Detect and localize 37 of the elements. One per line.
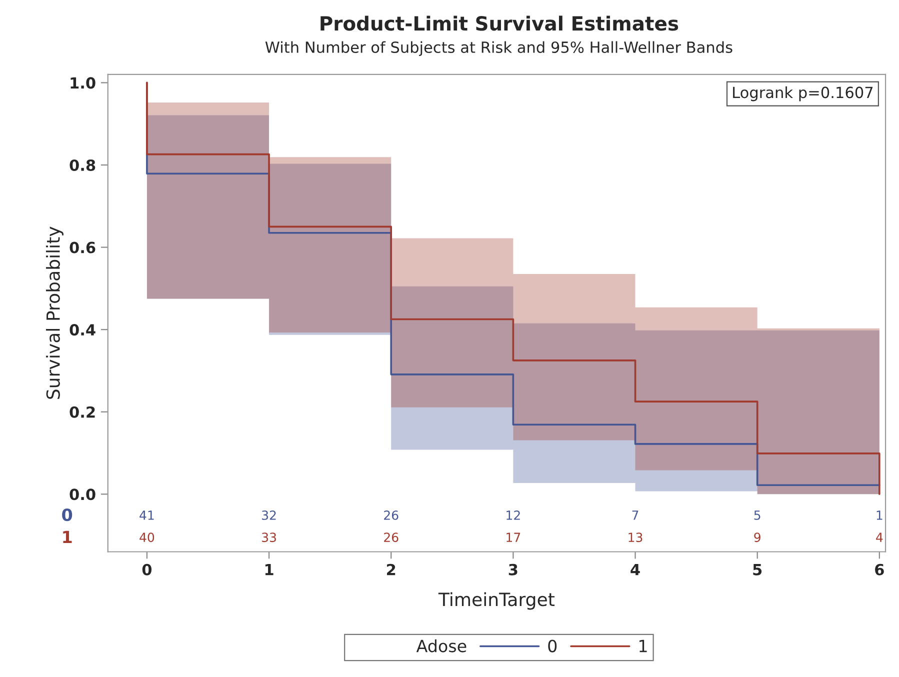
text: 0 [62, 508, 72, 522]
annotation: 4 [876, 532, 883, 542]
x-tick-label: 6 [875, 564, 884, 576]
annotation: 32 [262, 510, 276, 520]
x-tick-label: 3 [508, 564, 518, 576]
annotation: 40 [140, 532, 154, 542]
x-tick-label: 1 [265, 564, 274, 576]
x-tick-label: 2 [386, 564, 396, 576]
annotation: 9 [754, 532, 760, 542]
y-tick-label: 1.0 [70, 77, 96, 89]
annotation: Logrank p=0.1607 [733, 86, 873, 102]
annotation: 26 [384, 532, 398, 542]
y-tick-label: 0.4 [70, 324, 96, 336]
annotation: 41 [140, 510, 154, 520]
chart-subtitle: With Number of Subjects at Risk and 95% Hall-Wellner Bands [265, 41, 732, 56]
legend-label: 0 [548, 640, 557, 652]
text: 1 [63, 530, 72, 544]
x-axis-title: TimeinTarget [438, 592, 555, 610]
x-tick-label: 5 [753, 564, 762, 576]
annotation: 1 [876, 510, 882, 520]
annotation: 33 [262, 532, 276, 542]
annotation: 17 [506, 532, 520, 542]
annotation: 5 [754, 510, 760, 520]
chart-title: Product-Limit Survival Estimates [320, 16, 678, 31]
legend-label: 1 [640, 640, 647, 652]
y-tick-label: 0.8 [70, 159, 96, 172]
y-tick-label: 0.2 [70, 406, 95, 418]
annotation: 26 [384, 510, 398, 520]
y-axis-title: Survival Probability [46, 226, 64, 399]
y-tick-label: 0.0 [70, 488, 96, 500]
annotation: 12 [506, 510, 520, 520]
annotation: 7 [632, 510, 638, 520]
x-tick-label: 0 [142, 564, 152, 576]
x-tick-label: 4 [630, 564, 640, 576]
y-tick-label: 0.6 [70, 242, 96, 254]
legend-title: Adose [416, 639, 466, 652]
annotation: 13 [628, 532, 642, 542]
